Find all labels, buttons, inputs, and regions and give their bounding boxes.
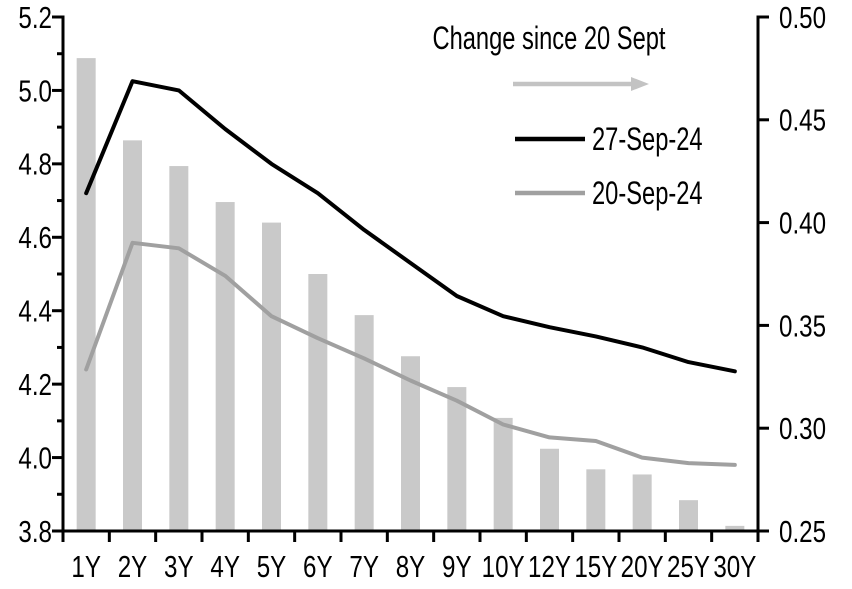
right-tick-label-0.35-wrap: 0.35 [779, 308, 826, 343]
bar-30Y [725, 525, 745, 531]
right-tick-label-0.35: 0.35 [779, 308, 826, 343]
bar-8Y [401, 356, 420, 531]
left-tick-label-4.8-wrap: 4.8 [18, 147, 52, 182]
x-tick-label-2Y: 2Y [118, 549, 148, 584]
line-20-Sep-24 [84, 240, 737, 467]
bar-4Y [215, 202, 235, 532]
x-tick-label-7Y: 7Y [349, 549, 379, 584]
x-tick-label-8Y-wrap: 8Y [396, 549, 426, 584]
bar-5Y [262, 222, 281, 531]
bar-15Y [586, 469, 606, 531]
x-tick-label-1Y-wrap: 1Y [71, 549, 101, 584]
legend-label-27-sep: 27-Sep-24 [592, 121, 703, 157]
left-tick-label-4.4-wrap: 4.4 [18, 294, 52, 329]
x-tick-label-25Y-wrap: 25Y [667, 549, 710, 584]
x-tick-label-10Y-wrap: 10Y [482, 549, 525, 584]
right-tick-label-0.45-wrap: 0.45 [779, 103, 826, 138]
x-tick-label-3Y: 3Y [164, 549, 194, 584]
x-tick-label-4Y-wrap: 4Y [210, 549, 240, 584]
x-tick-label-4Y: 4Y [210, 549, 240, 584]
left-tick-label-4.6: 4.6 [18, 220, 52, 255]
x-tick-label-6Y: 6Y [303, 549, 333, 584]
legend-title: Change since 20 Sept [432, 20, 666, 56]
x-tick-label-5Y-wrap: 5Y [257, 549, 287, 584]
x-tick-label-25Y: 25Y [667, 549, 710, 584]
x-tick-label-1Y: 1Y [71, 549, 101, 584]
left-tick-label-4.4: 4.4 [18, 294, 52, 329]
right-arrow-icon [513, 77, 649, 91]
right-tick-label-0.50-wrap: 0.50 [779, 0, 826, 35]
right-tick-label-0.40-wrap: 0.40 [779, 206, 826, 241]
x-tick-label-3Y-wrap: 3Y [164, 549, 194, 584]
bar-10Y [493, 417, 513, 531]
right-tick-label-0.50: 0.50 [779, 0, 826, 35]
left-tick-label-4.2-wrap: 4.2 [18, 367, 52, 402]
bar-9Y [447, 387, 467, 531]
left-tick-label-5.2: 5.2 [18, 0, 52, 35]
x-tick-label-6Y-wrap: 6Y [303, 549, 333, 584]
x-tick-label-8Y: 8Y [396, 549, 426, 584]
right-tick-label-0.40: 0.40 [779, 206, 826, 241]
x-tick-label-20Y: 20Y [621, 549, 664, 584]
bar-12Y [540, 448, 559, 531]
bar-20Y [632, 474, 652, 531]
left-tick-label-3.8-wrap: 3.8 [18, 514, 52, 549]
right-tick-label-0.25: 0.25 [779, 514, 826, 549]
x-tick-label-2Y-wrap: 2Y [118, 549, 148, 584]
x-tick-label-9Y-wrap: 9Y [442, 549, 472, 584]
x-tick-label-15Y: 15Y [574, 549, 617, 584]
bar-2Y [123, 140, 142, 532]
line-swatch-27sep-icon [515, 136, 585, 142]
line-swatch-20sep-icon [515, 190, 585, 196]
left-tick-label-4.6-wrap: 4.6 [18, 220, 52, 255]
x-tick-label-5Y: 5Y [257, 549, 287, 584]
x-tick-label-7Y-wrap: 7Y [349, 549, 379, 584]
bar-1Y [76, 58, 96, 532]
bar-25Y [679, 500, 698, 531]
right-tick-label-0.30: 0.30 [779, 411, 826, 446]
legend-entry-27-sep: 27-Sep-24 [513, 121, 741, 157]
line-27-Sep-24 [84, 79, 737, 374]
right-tick-label-0.45: 0.45 [779, 103, 826, 138]
left-tick-label-4.0-wrap: 4.0 [18, 441, 52, 476]
x-tick-label-12Y: 12Y [528, 549, 571, 584]
left-tick-label-5.0-wrap: 5.0 [18, 73, 52, 108]
left-tick-label-4.0: 4.0 [18, 441, 52, 476]
x-tick-label-30Y-wrap: 30Y [713, 549, 756, 584]
x-tick-label-15Y-wrap: 15Y [574, 549, 617, 584]
x-tick-label-20Y-wrap: 20Y [621, 549, 664, 584]
left-tick-label-5.2-wrap: 5.2 [18, 0, 52, 35]
bar-3Y [169, 166, 189, 531]
right-tick-label-0.30-wrap: 0.30 [779, 411, 826, 446]
x-tick-label-10Y: 10Y [482, 549, 525, 584]
x-tick-label-9Y: 9Y [442, 549, 472, 584]
x-tick-label-12Y-wrap: 12Y [528, 549, 571, 584]
left-tick-label-5.0: 5.0 [18, 73, 52, 108]
right-tick-label-0.25-wrap: 0.25 [779, 514, 826, 549]
x-tick-label-30Y: 30Y [713, 549, 756, 584]
legend-label-20-sep: 20-Sep-24 [592, 175, 703, 211]
bar-7Y [354, 315, 374, 531]
bar-6Y [308, 274, 328, 531]
legend-entry-20-sep: 20-Sep-24 [513, 175, 741, 211]
left-tick-label-4.2: 4.2 [18, 367, 52, 402]
left-tick-label-4.8: 4.8 [18, 147, 52, 182]
left-tick-label-3.8: 3.8 [18, 514, 52, 549]
